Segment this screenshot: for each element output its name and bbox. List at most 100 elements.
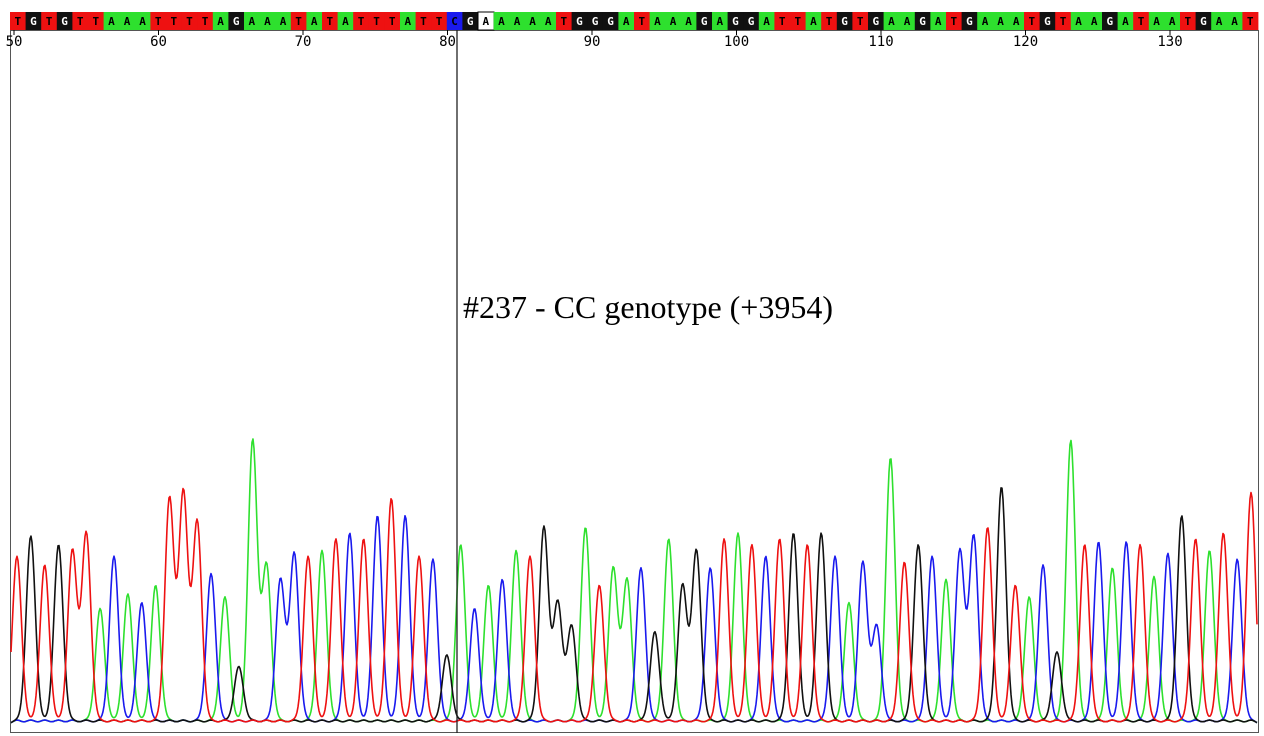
base-letter: G [233,15,240,28]
base-cell [1164,12,1181,30]
base-cell [103,12,120,30]
base-letter: T [170,15,177,28]
base-cell [634,12,650,30]
base-letter: G [701,15,708,28]
base-cell [1024,12,1040,30]
base-cell [322,12,338,30]
base-letter: T [326,15,333,28]
tick-label: 50 [6,34,23,50]
base-letter: A [529,15,536,28]
tick-label: 110 [868,34,893,50]
genotype-annotation: #237 - CC genotype (+3954) [463,289,833,325]
tick-label: 80 [439,34,456,50]
base-letter: T [1028,15,1035,28]
base-cell [150,12,167,30]
base-cell [431,12,448,30]
base-cell [25,12,42,30]
base-letter: A [654,15,661,28]
base-cell [665,12,682,30]
tick-label: 70 [295,34,312,50]
base-cell [493,12,510,30]
base-letter: A [545,15,552,28]
base-letter: G [61,15,68,28]
base-cell [774,12,791,30]
base-letter: G [1200,15,1207,28]
base-cell [10,12,26,30]
base-cell [602,12,619,30]
base-letter: T [202,15,209,28]
base-cell [1039,12,1056,30]
base-letter: A [124,15,131,28]
base-cell [1070,12,1087,30]
tick-label: 130 [1157,34,1182,50]
base-cell [72,12,89,30]
base-letter: G [748,15,755,28]
chart-border [10,30,1259,733]
base-letter: G [1044,15,1051,28]
base-cell [540,12,557,30]
base-letter: C [451,15,458,28]
base-cell [805,12,822,30]
base-cell [119,12,136,30]
base-letter: A [1216,15,1223,28]
base-letter: A [108,15,115,28]
base-letter: A [280,15,287,28]
base-cell [712,12,728,30]
base-cell [181,12,198,30]
base-letter: T [155,15,162,28]
base-cell [930,12,947,30]
trace-group [10,438,1258,724]
base-cell [1195,12,1212,30]
base-letter: T [186,15,193,28]
base-cell [883,12,900,30]
base-letter: A [498,15,505,28]
base-cell [758,12,775,30]
base-cell [88,12,104,30]
base-letter: A [139,15,146,28]
base-cell [1086,12,1103,30]
base-cell [1117,12,1134,30]
base-cell [446,12,463,30]
base-cell [400,12,416,30]
base-letter: A [217,15,224,28]
base-cell [868,12,884,30]
base-cell [212,12,229,30]
base-letter: A [888,15,895,28]
base-letter: A [1153,15,1160,28]
base-cell [56,12,73,30]
base-cell [1180,12,1196,30]
base-letter: A [1169,15,1176,28]
trace-line [10,514,1258,724]
base-letter: A [982,15,989,28]
base-letter: G [592,15,599,28]
base-letter: A [404,15,411,28]
base-cell [899,12,916,30]
base-letter: T [436,15,443,28]
base-letter: T [794,15,801,28]
base-letter: T [358,15,365,28]
base-letter: G [607,15,614,28]
base-cell [337,12,354,30]
base-cell [1102,12,1118,30]
base-cell [618,12,635,30]
tick-label: 100 [724,34,749,50]
base-cell [524,12,541,30]
base-cell [852,12,869,30]
base-letter: T [14,15,21,28]
trace-line [10,487,1258,723]
base-cell [1055,12,1072,30]
base-cell [727,12,744,30]
base-cell [914,12,931,30]
base-letter: A [904,15,911,28]
base-letter: G [467,15,474,28]
base-cell [384,12,401,30]
base-letter: A [810,15,817,28]
base-cell [790,12,806,30]
base-letter: T [560,15,567,28]
base-cell [977,12,994,30]
base-letter: A [1091,15,1098,28]
base-cell [1008,12,1025,30]
base-cell [649,12,666,30]
